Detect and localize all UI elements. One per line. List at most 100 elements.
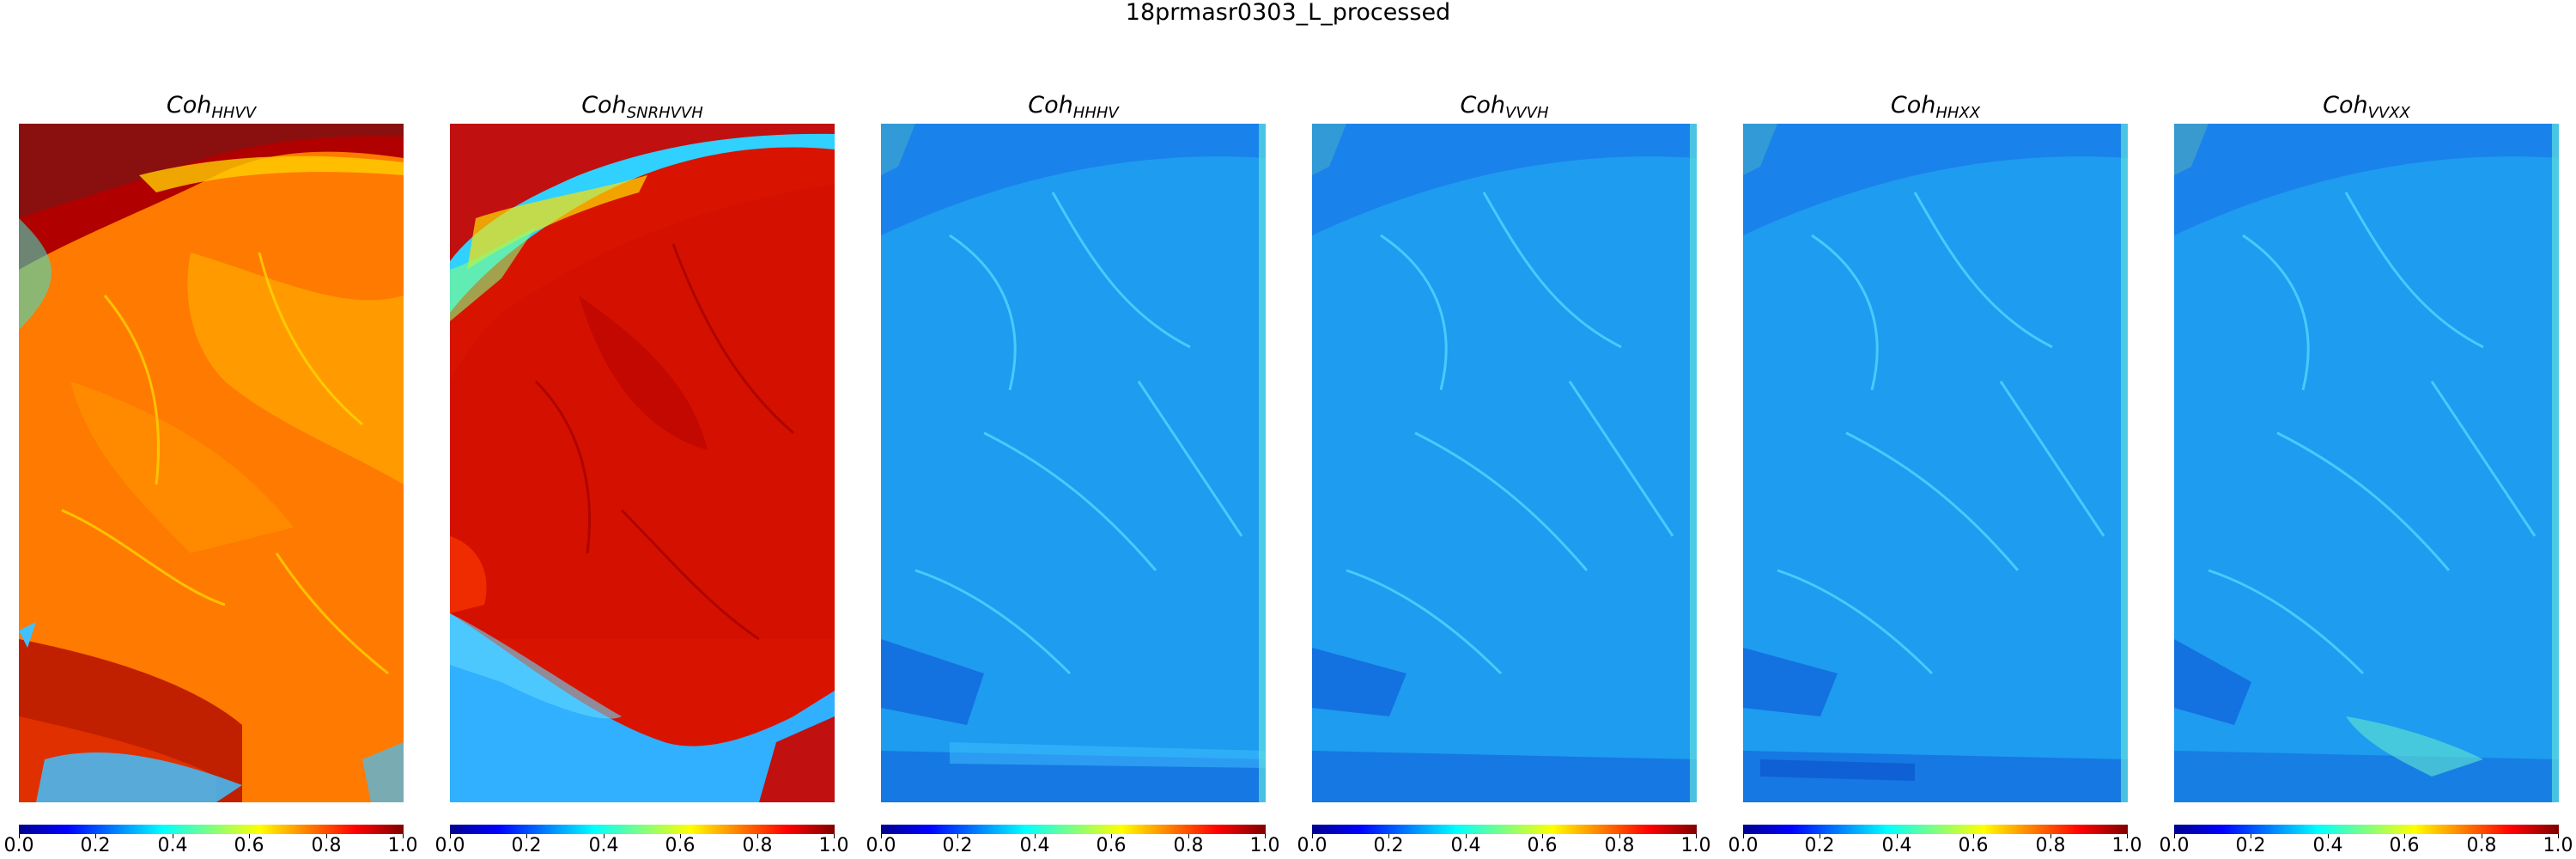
colorbar-tick: [2404, 834, 2405, 838]
panel-coh-vvvh: CohVVVH 0.0 0.2 0.4 0.6 0.8 1.0: [1297, 0, 1711, 859]
colorbar-tick-label: 0.4: [1019, 835, 1050, 856]
colorbar-tick-label: 1.0: [387, 835, 418, 856]
colorbar-tick-label: 0.8: [2035, 835, 2066, 856]
title-subscript: HHHV: [1072, 104, 1119, 122]
colorbar: [2174, 825, 2559, 834]
colorbar-tick: [1188, 834, 1189, 838]
colorbar-tick-label: 0.8: [1173, 835, 1204, 856]
title-subscript: HHVV: [211, 104, 257, 122]
colorbar-tick-label: 0.4: [157, 835, 188, 856]
title-subscript: VVXX: [2367, 104, 2410, 122]
colorbar-tick: [1619, 834, 1620, 838]
colorbar-tick-label: 0.4: [2312, 835, 2343, 856]
colorbar-tick: [1897, 834, 1898, 838]
colorbar-tick-label: 1.0: [1680, 835, 1711, 856]
colorbar-tick: [757, 834, 758, 838]
colorbar-tick: [249, 834, 250, 838]
panel-title: CohHHVV: [19, 92, 404, 127]
title-base: Coh: [1460, 92, 1505, 119]
colorbar-tick: [2127, 834, 2128, 838]
panel-coh-snrhvvh: CohSNRHVVH 0.0 0.2 0.4 0.6 0.8 1.0: [435, 0, 849, 859]
coherence-map: [1312, 124, 1697, 802]
coherence-map: [1743, 124, 2128, 802]
colorbar: [881, 825, 1266, 834]
colorbar-tick-label: 0.4: [588, 835, 619, 856]
colorbar-tick: [2050, 834, 2051, 838]
colorbar-tick-label: 0.2: [1804, 835, 1835, 856]
panel-coh-hhhv: CohHHHV 0.0 0.2 0.4 0.6 0.8 1.0: [866, 0, 1280, 859]
colorbar-tick-label: 0.2: [80, 835, 111, 856]
colorbar-tick-label: 0.2: [511, 835, 542, 856]
colorbar-tick-label: 0.8: [742, 835, 773, 856]
colorbar-tick: [1696, 834, 1697, 838]
title-base: Coh: [166, 92, 212, 119]
title-subscript: HHXX: [1935, 104, 1981, 122]
colorbar-tick: [680, 834, 681, 838]
panel-title: CohVVXX: [2174, 92, 2559, 127]
title-base: Coh: [1890, 92, 1936, 119]
colorbar-tick-label: 0.0: [866, 835, 896, 856]
colorbar-tick-label: 0.6: [1096, 835, 1127, 856]
colorbar-tick-label: 1.0: [1249, 835, 1280, 856]
colorbar-tick: [1312, 834, 1313, 838]
colorbar: [1743, 825, 2128, 834]
colorbar-tick-label: 1.0: [818, 835, 849, 856]
colorbar-tick: [95, 834, 96, 838]
colorbar: [450, 825, 835, 834]
colorbar-tick-label: 0.0: [1297, 835, 1327, 856]
colorbar-tick-label: 0.0: [3, 835, 34, 856]
colorbar-tick: [403, 834, 404, 838]
colorbar-tick-label: 0.2: [942, 835, 973, 856]
colorbar-tick-label: 0.6: [1958, 835, 1989, 856]
colorbar-tick-label: 0.2: [2235, 835, 2266, 856]
colorbar-tick: [526, 834, 527, 838]
colorbar: [1312, 825, 1697, 834]
coherence-map: [881, 124, 1266, 802]
colorbar-tick-label: 0.6: [234, 835, 264, 856]
colorbar-tick-label: 1.0: [2543, 835, 2573, 856]
colorbar-tick: [2174, 834, 2175, 838]
title-subscript: SNRHVVH: [626, 104, 703, 122]
colorbar-tick-label: 0.4: [1450, 835, 1481, 856]
panel-title: CohHHXX: [1743, 92, 2128, 127]
coherence-map: [2174, 124, 2559, 802]
coherence-map: [450, 124, 835, 802]
coherence-map: [19, 124, 404, 802]
colorbar-tick: [881, 834, 882, 838]
colorbar-tick: [957, 834, 958, 838]
colorbar-tick: [604, 834, 605, 838]
title-base: Coh: [581, 92, 627, 119]
colorbar-tick-label: 0.8: [311, 835, 342, 856]
colorbar-tick: [326, 834, 327, 838]
colorbar-tick-label: 1.0: [2111, 835, 2142, 856]
colorbar-tick-label: 0.8: [2466, 835, 2497, 856]
colorbar-tick: [1466, 834, 1467, 838]
panel-title: CohVVVH: [1312, 92, 1697, 127]
colorbar-tick: [2328, 834, 2329, 838]
colorbar-tick: [1035, 834, 1036, 838]
colorbar-tick-label: 0.0: [1728, 835, 1759, 856]
colorbar-tick-label: 0.2: [1373, 835, 1404, 856]
colorbar-tick-label: 0.0: [2159, 835, 2190, 856]
title-base: Coh: [2323, 92, 2368, 119]
colorbar-tick: [19, 834, 20, 838]
colorbar-tick-label: 0.8: [1604, 835, 1635, 856]
panel-title: CohHHHV: [881, 92, 1266, 127]
colorbar-tick: [1388, 834, 1389, 838]
title-subscript: VVVH: [1505, 104, 1549, 122]
colorbar-tick: [1265, 834, 1266, 838]
panel-coh-hhvv: CohHHVV 0.0 0.2 0.4 0.6 0.8 1.0: [4, 0, 418, 859]
colorbar-tick: [834, 834, 835, 838]
panel-coh-hhxx: CohHHXX 0.0 0.2 0.4 0.6 0.8 1.0: [1728, 0, 2142, 859]
colorbar-tick: [2558, 834, 2559, 838]
colorbar-tick-label: 0.0: [434, 835, 465, 856]
colorbar-tick: [450, 834, 451, 838]
colorbar-tick: [1743, 834, 1744, 838]
colorbar-tick-label: 0.6: [1527, 835, 1558, 856]
figure-title: 18prmasr0303_L_processed: [1125, 0, 1451, 26]
colorbar-tick: [1542, 834, 1543, 838]
colorbar-tick-label: 0.6: [665, 835, 696, 856]
colorbar-tick-label: 0.6: [2389, 835, 2420, 856]
colorbar-tick: [1111, 834, 1112, 838]
colorbar-tick-label: 0.4: [1881, 835, 1912, 856]
